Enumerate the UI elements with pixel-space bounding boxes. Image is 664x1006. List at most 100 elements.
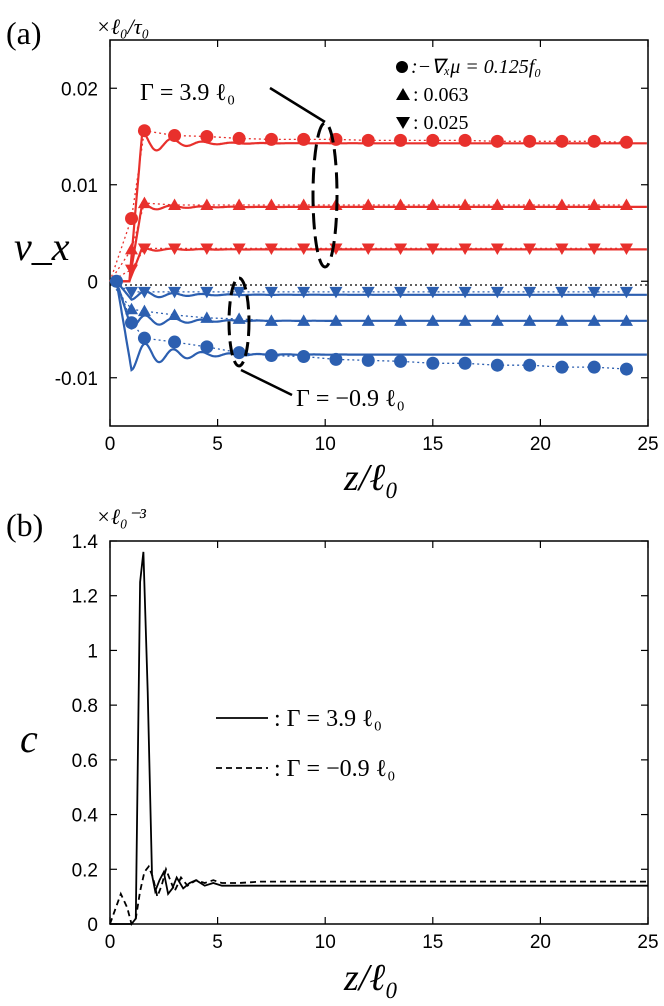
vx-data-point (125, 242, 139, 255)
panel-b-legend: : Γ = 3.9 ℓ₀ : Γ = −0.9 ℓ₀ (216, 706, 395, 782)
vx-data-point (523, 198, 537, 211)
panel-a-unit-label: ×ℓ₀/τ₀ (96, 14, 149, 39)
vx-data-point (490, 134, 504, 148)
panel-b-y-tick-label: 0 (87, 915, 98, 936)
vx-data-point (555, 134, 569, 148)
vx-data-point (458, 356, 472, 370)
panel-a-y-tick-label: 0.02 (61, 79, 98, 100)
vx-data-point (264, 132, 278, 146)
vx-data-point (523, 314, 537, 326)
annotation-gamma-negative-leader (240, 368, 293, 397)
panel-a: (a) ×ℓ₀/τ₀ v_x z/ℓ₀ 0 5 10 15 20 25 -0.01 0 0.01… (6, 14, 659, 499)
vx-data-point (137, 286, 151, 299)
panel-a-x-tick-label: 15 (422, 434, 443, 455)
panel-b-x-tick-label: 15 (422, 932, 443, 953)
legend-entry-dashed: : Γ = −0.9 ℓ₀ (274, 756, 395, 782)
vx-data-point (458, 133, 472, 147)
vx-data-point (297, 198, 311, 211)
vx-data-point (426, 133, 440, 147)
panel-b-y-tick-label: 0.4 (72, 806, 99, 827)
vx-data-point (200, 340, 214, 354)
legend-entry-triangle-down: : 0.025 (413, 112, 469, 134)
vx-data-point (329, 286, 343, 299)
vx-data-point (619, 198, 633, 211)
panel-b-y-tick-label: 0.8 (72, 696, 98, 717)
panel-b-y-tick-label: 1 (87, 641, 98, 662)
panel-a-x-tick-label: 25 (637, 434, 658, 455)
vx-data-point (137, 304, 151, 317)
vx-data-point (490, 358, 504, 372)
vx-data-point (232, 286, 246, 299)
vx-data-point (125, 264, 139, 277)
vx-data-point (361, 314, 375, 326)
vx-data-point (426, 356, 440, 370)
vx-data-point (137, 243, 151, 255)
vx-curve-5 (110, 280, 647, 301)
vx-data-point (458, 243, 472, 255)
legend-triangle-down-marker (396, 117, 410, 129)
panel-a-x-tick-label: 20 (530, 434, 551, 455)
panel-a-y-tick-label: 0.01 (61, 176, 98, 197)
vx-data-point (232, 243, 246, 255)
vx-data-point (361, 353, 375, 367)
vx-data-point (587, 198, 601, 211)
vx-data-point (200, 130, 214, 143)
annotation-gamma-negative-ellipse (227, 276, 251, 368)
panel-b-x-tick-label: 20 (530, 932, 551, 953)
legend-triangle-up-marker (396, 88, 410, 100)
legend-entry-solid: : Γ = 3.9 ℓ₀ (274, 706, 382, 732)
vx-data-point (168, 335, 182, 349)
vx-data-point (361, 198, 375, 211)
vx-data-point (232, 131, 246, 145)
vx-data-point (168, 198, 182, 211)
vx-data-point (394, 198, 408, 211)
vx-data-point (168, 308, 182, 321)
vx-marker-guide-4 (109, 280, 627, 322)
panel-a-annotations: Γ = 3.9 ℓ₀ Γ = −0.9 ℓ₀ (140, 80, 405, 412)
vx-data-point (458, 198, 472, 211)
vx-origin-point (110, 275, 123, 288)
panel-a-plot-area (109, 39, 649, 427)
vx-data-point (264, 314, 278, 326)
annotation-gamma-negative: Γ = −0.9 ℓ₀ (296, 386, 405, 412)
vx-data-point (619, 286, 633, 299)
vx-data-point (458, 314, 472, 326)
vx-data-point (394, 354, 408, 368)
vx-data-point (490, 198, 504, 211)
vx-curve-2 (110, 246, 647, 283)
vx-data-point (587, 314, 601, 326)
vx-data-point (619, 135, 633, 149)
panel-b-y-tick-label: 1.4 (72, 532, 99, 553)
panel-b-y-tick-label: 0.6 (72, 751, 98, 772)
panel-b-series (109, 551, 648, 926)
vx-data-point (523, 358, 537, 372)
vx-data-point (168, 286, 182, 299)
vx-data-point (264, 198, 278, 211)
vx-data-point (555, 243, 569, 255)
panel-b-unit-label: ×ℓ₀⁻³ (96, 504, 146, 529)
vx-data-point (264, 243, 278, 255)
vx-data-point (168, 129, 182, 143)
vx-data-point (587, 134, 601, 148)
vx-curve-3 (110, 280, 647, 372)
vx-data-point (426, 314, 440, 326)
panel-b: (b) ×ℓ₀⁻³ c z/ℓ₀ 0 5 10 15 20 25 0 0.2 0.4 0.6 0.8… (6, 504, 659, 999)
vx-data-point (329, 314, 343, 326)
legend-entry-triangle-up: : 0.063 (413, 84, 469, 106)
legend-circle-marker (396, 61, 408, 73)
panel-a-x-tick-label: 5 (212, 434, 223, 455)
vx-data-point (619, 243, 633, 255)
panel-b-ticks: 0 5 10 15 20 25 0 0.2 0.4 0.6 0.8 1 1.2 1.4 (72, 532, 659, 953)
vx-data-point (297, 243, 311, 255)
panel-b-label: (b) (6, 507, 43, 543)
panel-a-label: (a) (6, 15, 42, 51)
vx-data-point (200, 243, 214, 255)
vx-data-point (329, 352, 343, 366)
vx-data-point (555, 314, 569, 326)
vx-data-point (125, 212, 139, 226)
panel-b-x-tick-label: 0 (105, 932, 116, 953)
vx-data-point (361, 243, 375, 255)
annotation-gamma-positive-leader (269, 86, 326, 124)
vx-data-point (137, 196, 151, 209)
vx-data-point (125, 286, 139, 299)
